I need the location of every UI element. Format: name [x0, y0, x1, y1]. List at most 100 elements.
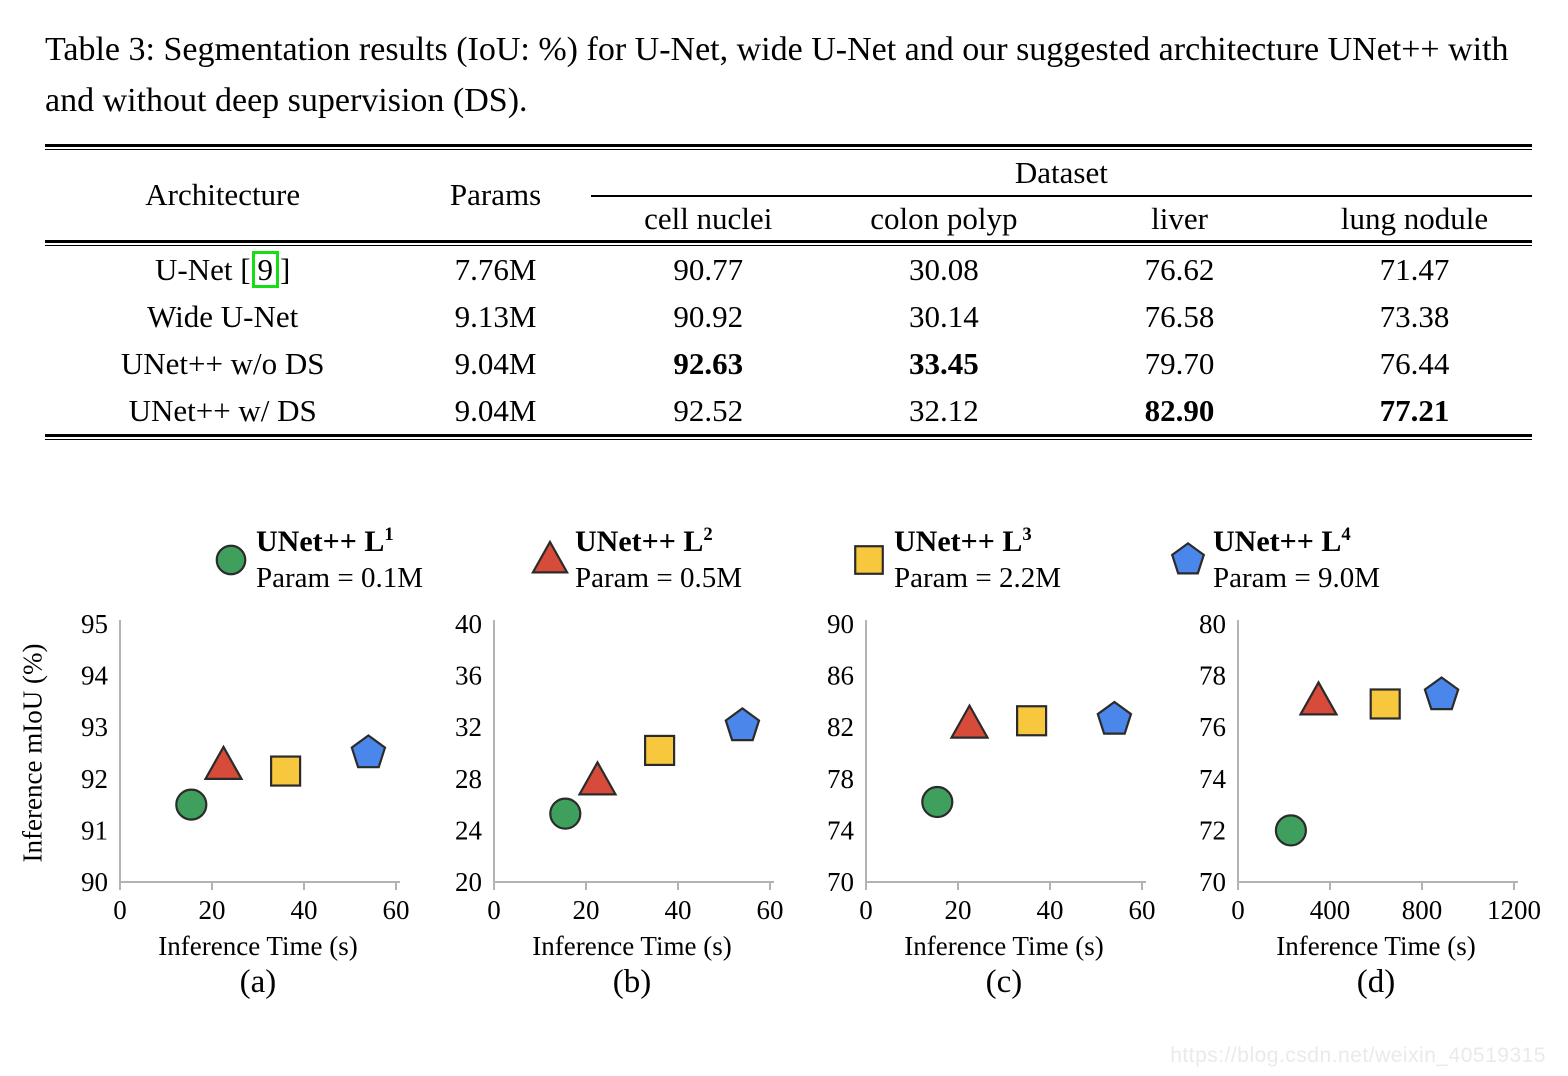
col-header-cell-nuclei: cell nuclei: [644, 200, 773, 236]
col-header-architecture: Architecture: [145, 177, 301, 212]
value-cell: 33.45: [908, 345, 979, 381]
svg-text:20: 20: [945, 895, 972, 925]
citation-9-link[interactable]: 9: [251, 250, 280, 289]
table-row: UNet++ w/ DS 9.04M 92.52 32.12 82.90 77.…: [45, 387, 1532, 434]
svg-text:72: 72: [1199, 815, 1226, 845]
legend-marker-circle-icon: [212, 540, 256, 580]
svg-text:Inference Time (s): Inference Time (s): [532, 931, 731, 961]
scatter-plot-d: 0 400 800 1200 70 72 74 76 78 80 Inference Time (s…: [1199, 609, 1541, 961]
chart-caption-b: (b): [612, 964, 652, 1000]
architecture-label: Wide U-Net: [147, 298, 299, 334]
architecture-label-end: ]: [280, 251, 291, 287]
svg-text:93: 93: [81, 712, 108, 742]
legend-marker-triangle-icon: [531, 539, 575, 580]
value-cell: 90.92: [673, 298, 744, 334]
chart-d: 0 400 800 1200 70 72 74 76 78 80 Inference Time (s…: [1170, 609, 1541, 1001]
svg-text:80: 80: [1199, 609, 1226, 639]
value-cell: 73.38: [1379, 298, 1450, 334]
svg-text:0: 0: [1231, 895, 1245, 925]
svg-text:74: 74: [827, 815, 855, 845]
svg-text:90: 90: [81, 867, 108, 897]
value-cell: 32.12: [908, 392, 979, 428]
params-cell: 7.76M: [454, 251, 537, 287]
legend-text: UNet++ L4 Param = 9.0M: [1213, 524, 1380, 596]
legend-text: UNet++ L2 Param = 0.5M: [575, 524, 742, 596]
svg-text:20: 20: [455, 867, 482, 897]
architecture-cell: Wide U-Net: [45, 293, 400, 340]
svg-text:20: 20: [199, 895, 226, 925]
architecture-cell: UNet++ w/ DS: [45, 387, 400, 434]
legend-series-name: UNet++ L: [575, 525, 704, 558]
legend-text: UNet++ L1 Param = 0.1M: [256, 524, 423, 596]
legend-series-sup: 3: [1022, 524, 1032, 545]
watermark: https://blog.csdn.net/weixin_40519315: [1170, 1044, 1546, 1067]
svg-text:40: 40: [455, 609, 482, 639]
params-cell: 9.04M: [454, 392, 537, 428]
chart-legend: UNet++ L1 Param = 0.1M UNet++ L2 Param =…: [212, 524, 1488, 596]
scatter-plot-a: 0 20 40 60 90 91 92 93 94 95 Inference Time (s): [81, 609, 410, 961]
table-bottom-rule: [45, 434, 1532, 440]
legend-marker-pentagon-icon: [1169, 540, 1213, 580]
svg-text:0: 0: [859, 895, 873, 925]
svg-text:40: 40: [665, 895, 692, 925]
legend-param-label: Param = 0.1M: [256, 562, 423, 594]
value-cell: 77.21: [1379, 392, 1450, 428]
svg-text:70: 70: [827, 867, 854, 897]
value-cell: 92.52: [673, 392, 744, 428]
chart-c: 0 20 40 60 70 74 78 82 86 90 Inference Time (s) (c…: [798, 609, 1156, 1001]
svg-text:Inference Time (s): Inference Time (s): [158, 931, 357, 961]
chart-b: 0 20 40 60 20 24 28 32 36 40 Inference Time (s) (b…: [426, 609, 784, 1001]
y-axis-title: Inference mIoU (%): [17, 643, 48, 863]
architecture-label: U-Net [: [155, 251, 251, 287]
value-cell: 71.47: [1379, 251, 1450, 287]
svg-text:40: 40: [291, 895, 318, 925]
legend-series-sup: 2: [703, 524, 713, 545]
svg-text:36: 36: [455, 661, 482, 691]
value-cell: 30.08: [908, 251, 979, 287]
svg-text:20: 20: [573, 895, 600, 925]
svg-text:95: 95: [81, 609, 108, 639]
chart-caption-d: (d): [1356, 964, 1396, 1000]
legend-param-label: Param = 2.2M: [894, 562, 1061, 594]
legend-param-label: Param = 0.5M: [575, 562, 742, 594]
svg-text:0: 0: [487, 895, 501, 925]
table-row: U-Net [9] 7.76M 90.77 30.08 76.62 71.47: [45, 246, 1532, 293]
svg-text:78: 78: [1199, 661, 1226, 691]
svg-text:0: 0: [113, 895, 127, 925]
svg-text:90: 90: [827, 609, 854, 639]
svg-text:800: 800: [1402, 895, 1443, 925]
svg-text:70: 70: [1199, 867, 1226, 897]
table-row: Wide U-Net 9.13M 90.92 30.14 76.58 73.38: [45, 293, 1532, 340]
legend-item-l1: UNet++ L1 Param = 0.1M: [212, 524, 531, 596]
params-cell: 9.04M: [454, 345, 537, 381]
col-header-liver: liver: [1151, 200, 1208, 236]
architecture-cell: U-Net [9]: [45, 246, 400, 293]
svg-text:Inference Time (s): Inference Time (s): [1276, 931, 1475, 961]
table-caption: Table 3: Segmentation results (IoU: %) f…: [45, 31, 1509, 119]
svg-text:60: 60: [757, 895, 784, 925]
legend-series-sup: 1: [384, 524, 394, 545]
chart-caption-c: (c): [985, 964, 1023, 1000]
table-top-rule: [45, 144, 1532, 150]
svg-text:24: 24: [455, 815, 483, 845]
value-cell: 90.77: [673, 251, 744, 287]
svg-text:28: 28: [455, 764, 482, 794]
svg-text:60: 60: [383, 895, 410, 925]
value-cell: 76.44: [1379, 345, 1450, 381]
svg-text:400: 400: [1310, 895, 1351, 925]
value-cell: 92.63: [673, 345, 744, 381]
col-group-header-dataset: Dataset: [590, 150, 1532, 197]
svg-text:60: 60: [1129, 895, 1156, 925]
legend-series-name: UNet++ L: [256, 525, 385, 558]
charts-row: Inference mIoU (%) 0 20 40 60 90 91 92 93 94 95 In…: [0, 609, 1542, 1001]
legend-item-l2: UNet++ L2 Param = 0.5M: [531, 524, 850, 596]
legend-series-sup: 4: [1341, 524, 1351, 545]
svg-text:1200: 1200: [1487, 895, 1541, 925]
legend-series-name: UNet++ L: [894, 525, 1023, 558]
svg-text:32: 32: [455, 712, 482, 742]
params-cell: 9.13M: [454, 298, 537, 334]
svg-text:Inference Time (s): Inference Time (s): [904, 931, 1103, 961]
chart-caption-a: (a): [239, 964, 277, 1000]
architecture-cell: UNet++ w/o DS: [45, 340, 400, 387]
